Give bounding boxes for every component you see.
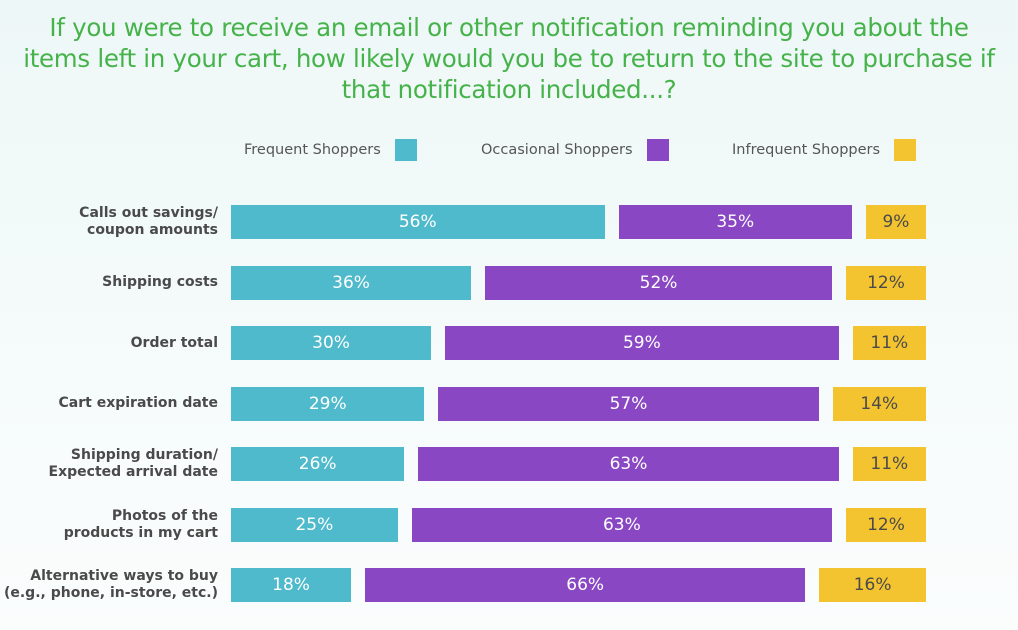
data-label: 66% [566, 575, 605, 595]
category-label: Calls out savings/coupon amounts [0, 205, 218, 239]
bar-occasional: 52% [485, 265, 832, 300]
data-label: 30% [312, 333, 350, 353]
category-label-line: Alternative ways to buy [30, 568, 218, 584]
data-label: 9% [882, 212, 910, 232]
category-label-line: Shipping duration/ [70, 447, 218, 463]
data-label: 18% [272, 575, 310, 595]
bar-frequent: 56% [231, 205, 605, 239]
legend-infrequent-shoppers: Infrequent Shoppers [732, 138, 917, 162]
data-label: 26% [298, 454, 337, 474]
bar-occasional: 63% [411, 507, 832, 542]
bar-frequent: 18% [231, 568, 352, 602]
data-label: 16% [853, 575, 892, 595]
bar-infrequent: 12% [845, 507, 926, 542]
category-label: Order total [0, 335, 218, 352]
bar-occasional: 63% [418, 447, 839, 481]
bar-occasional: 66% [365, 568, 806, 602]
category-label-line: Order total [130, 334, 218, 351]
category-label: Photos of the products in my cart [0, 508, 218, 542]
bar-infrequent: 12% [845, 265, 926, 300]
data-label: 36% [332, 272, 370, 293]
data-label: 12% [867, 272, 905, 293]
data-label: 14% [860, 393, 899, 414]
category-label-line: Calls out savings/ [79, 205, 218, 221]
data-label: 35% [716, 212, 755, 232]
category-label: Alternative ways to buy (e.g., phone, in-… [0, 568, 218, 602]
legend-label: Infrequent Shoppers [732, 142, 881, 158]
data-label: 11% [870, 333, 909, 353]
legend-frequent-shoppers: Frequent Shoppers [244, 138, 417, 162]
category-label-line: Shipping costs [102, 274, 218, 290]
category-label: Shipping duration/Expected arrival date [0, 447, 218, 481]
category-label: Cart expiration date [0, 395, 219, 412]
bar-infrequent: 9% [865, 205, 926, 239]
data-label: 57% [609, 393, 648, 414]
bar-infrequent: 11% [852, 447, 926, 481]
category-label-line: (e.g., phone, in-store, etc.) [3, 585, 218, 601]
data-label: 63% [609, 454, 648, 474]
bar-infrequent: 14% [832, 386, 926, 421]
data-label: 29% [308, 393, 347, 414]
category-label: Shipping costs [0, 274, 218, 291]
category-label-line: products in my cart [63, 524, 218, 541]
legend-swatch [646, 139, 669, 161]
data-label: 63% [602, 514, 641, 535]
data-label: 56% [398, 212, 437, 232]
legend-label: Occasional Shoppers [481, 142, 633, 158]
bar-frequent: 26% [231, 447, 405, 481]
bar-frequent: 36% [231, 265, 472, 300]
legend-swatch [394, 139, 417, 161]
bar-infrequent: 16% [819, 568, 926, 602]
data-label: 11% [870, 454, 909, 474]
bar-occasional: 57% [438, 386, 819, 421]
category-label-line: coupon amounts [87, 222, 218, 238]
legend-label: Frequent Shoppers [244, 142, 381, 158]
bar-frequent: 29% [231, 386, 425, 421]
category-label-line: Cart expiration date [58, 395, 219, 411]
legend-occasional-shoppers: Occasional Shoppers [481, 138, 669, 162]
data-label: 25% [295, 514, 334, 535]
bar-occasional: 59% [445, 326, 839, 360]
bar-infrequent: 11% [852, 326, 926, 360]
data-label: 59% [622, 333, 661, 353]
data-label: 52% [639, 272, 678, 293]
category-label-line: Expected arrival date [48, 464, 218, 480]
bar-frequent: 25% [231, 507, 398, 542]
bar-occasional: 35% [618, 205, 852, 239]
chart-title: If you were to receive an email or other… [23, 13, 995, 104]
bar-frequent: 30% [231, 326, 432, 360]
category-label-line: Photos of the [111, 507, 218, 524]
legend-swatch [894, 139, 917, 161]
data-label: 12% [867, 514, 905, 535]
